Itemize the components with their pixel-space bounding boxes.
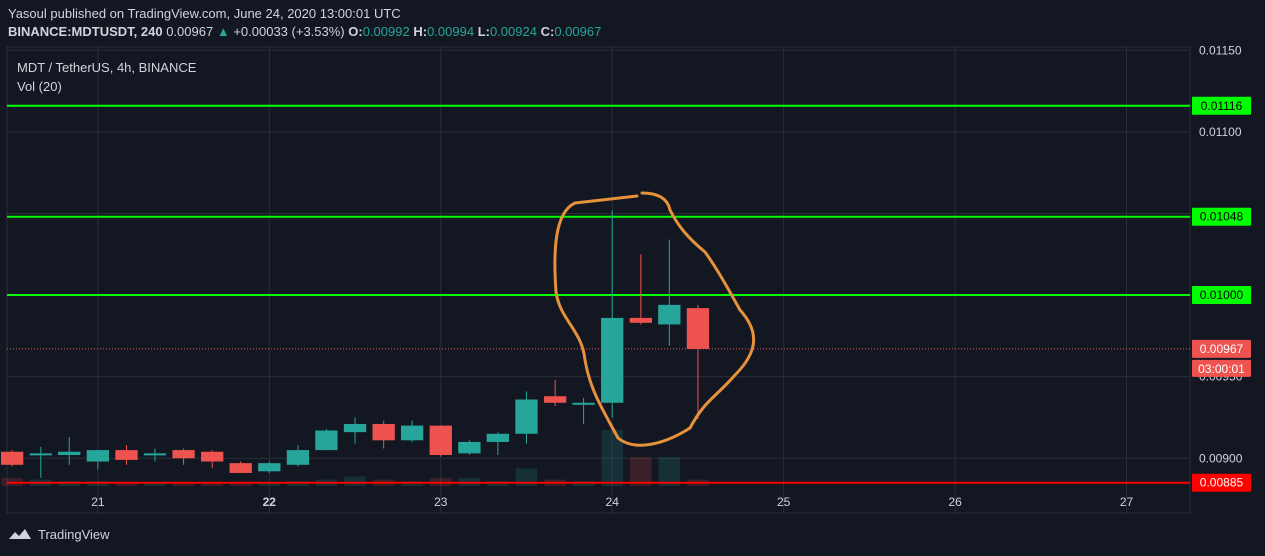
close-value: 0.00967 bbox=[554, 24, 602, 39]
legend-volume-indicator[interactable]: Vol (20) bbox=[17, 79, 62, 94]
volume-bar bbox=[601, 430, 623, 486]
brand-name: TradingView bbox=[38, 526, 110, 542]
change-value: +0.00033 (+3.53%) bbox=[233, 24, 345, 39]
volume-bar bbox=[115, 482, 138, 486]
x-tick-label: 26 bbox=[948, 495, 962, 509]
last-price-label-bg bbox=[1192, 339, 1251, 358]
candle-body bbox=[286, 450, 310, 465]
last-price-label: 0.00967 bbox=[1200, 342, 1244, 356]
low-label: L: bbox=[477, 24, 490, 39]
candle-body bbox=[229, 463, 252, 473]
y-tick-label: 0.01100 bbox=[1199, 125, 1242, 139]
candle-body bbox=[629, 317, 652, 323]
legend-title: MDT / TetherUS, 4h, BINANCE bbox=[17, 60, 197, 75]
x-tick-label: 25 bbox=[777, 495, 791, 509]
volume-bar bbox=[201, 482, 223, 486]
chart-pane-border bbox=[6, 46, 1191, 514]
candle-body bbox=[400, 425, 424, 441]
candle-body bbox=[458, 441, 481, 454]
hand-drawn-circle-annotation bbox=[553, 191, 756, 447]
candle-body bbox=[486, 433, 510, 442]
price-line-label: 0.01048 bbox=[1200, 210, 1244, 224]
candle-body bbox=[343, 423, 367, 433]
price-line-label: 0.01116 bbox=[1201, 99, 1243, 113]
x-tick-label: 22 bbox=[263, 495, 277, 509]
candle-body bbox=[172, 450, 195, 459]
symbol-label: BINANCE:MDTUSDT, 240 bbox=[8, 24, 163, 39]
open-label: O: bbox=[348, 24, 363, 39]
candle-body bbox=[0, 451, 24, 465]
price-line-label-bg bbox=[1192, 286, 1251, 305]
y-tick-label: 0.01150 bbox=[1199, 43, 1242, 57]
volume-bar bbox=[658, 457, 681, 486]
candle-body bbox=[143, 453, 167, 456]
countdown-label: 03:00:01 bbox=[1198, 362, 1245, 376]
volume-bar bbox=[172, 482, 195, 486]
chart-legend[interactable]: MDT / TetherUS, 4h, BINANCE Vol (20) bbox=[17, 58, 196, 96]
candle-body bbox=[572, 402, 595, 405]
candle-body bbox=[372, 423, 395, 441]
x-tick-label: 23 bbox=[434, 495, 448, 509]
volume-bar bbox=[144, 482, 166, 486]
high-label: H: bbox=[413, 24, 428, 39]
candle-body bbox=[601, 317, 624, 403]
candle-body bbox=[315, 430, 338, 451]
candle-body bbox=[58, 451, 81, 455]
candle-body bbox=[658, 304, 681, 325]
volume-bar bbox=[630, 457, 652, 486]
publish-info: Yasoul published on TradingView.com, Jun… bbox=[8, 6, 401, 21]
low-value: 0.00924 bbox=[489, 24, 537, 39]
candle-body bbox=[686, 308, 710, 349]
candle-body bbox=[29, 453, 52, 456]
price-line-label-bg bbox=[1192, 96, 1251, 115]
candle-body bbox=[515, 399, 538, 434]
open-value: 0.00992 bbox=[362, 24, 410, 39]
candle-body bbox=[429, 425, 452, 455]
volume-bar bbox=[515, 468, 538, 486]
x-tick-label: 24 bbox=[606, 495, 620, 509]
tradingview-logo-icon bbox=[9, 529, 31, 539]
x-tick-label: 21 bbox=[91, 495, 105, 509]
close-label: C: bbox=[540, 24, 555, 39]
candle-body bbox=[258, 463, 281, 472]
up-arrow-icon: ▲ bbox=[216, 24, 230, 39]
last-price-value: 0.00967 bbox=[166, 24, 214, 39]
price-line-label-bg bbox=[1192, 473, 1251, 492]
volume-bar bbox=[258, 482, 281, 486]
candle-body bbox=[86, 450, 110, 462]
volume-bar bbox=[229, 482, 252, 486]
x-tick-label: 27 bbox=[1120, 495, 1134, 509]
price-line-label: 0.00885 bbox=[1200, 476, 1244, 490]
high-value: 0.00994 bbox=[427, 24, 475, 39]
countdown-label-bg bbox=[1192, 359, 1251, 377]
price-line-label: 0.01000 bbox=[1200, 288, 1244, 302]
y-tick-label: 0.00900 bbox=[1199, 451, 1243, 465]
candle-body bbox=[201, 451, 224, 462]
tradingview-branding[interactable]: TradingView bbox=[8, 526, 110, 542]
candle-body bbox=[115, 450, 138, 460]
ohlc-header: BINANCE:MDTUSDT, 240 0.00967 ▲ +0.00033 … bbox=[8, 24, 601, 39]
candle-body bbox=[543, 396, 567, 403]
price-line-label-bg bbox=[1192, 207, 1251, 226]
volume-bar bbox=[344, 476, 366, 486]
